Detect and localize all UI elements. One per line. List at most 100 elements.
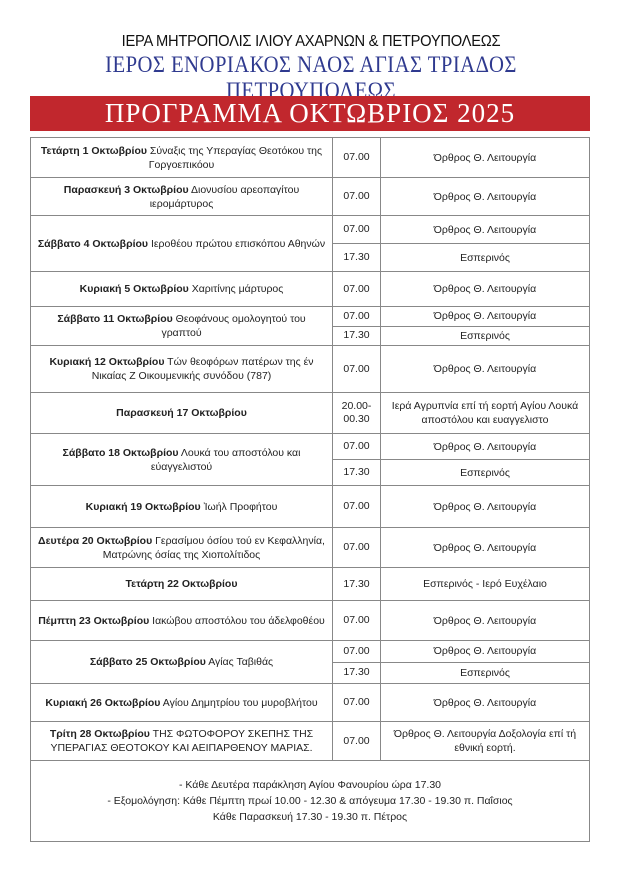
service-time: 07.00 — [333, 346, 381, 392]
schedule-row: Τετάρτη 1 Οκτωβρίου Σύναξις της Υπεραγία… — [31, 138, 589, 178]
day-cell: Τετάρτη 1 Οκτωβρίου Σύναξις της Υπεραγία… — [31, 138, 333, 177]
day-label: Κυριακή 5 Οκτωβρίου — [79, 283, 189, 295]
service-row: 17.30 Εσπερινός — [333, 460, 589, 485]
day-label: Παρασκευή 17 Οκτωβρίου — [116, 407, 247, 419]
note-line: - Κάθε Δευτέρα παράκληση Αγίου Φανουρίου… — [178, 779, 442, 791]
day-label: Σάββατο 11 Οκτωβρίου — [57, 313, 173, 325]
day-cell: Σάββατο 25 Οκτωβρίου Αγίας Ταβιθάς — [31, 641, 333, 683]
service-desc: Όρθρος Θ. Λειτουργία — [433, 283, 537, 295]
services: 07.00 Όρθρος Θ. Λειτουργία 17.30 Εσπερινός — [333, 216, 589, 271]
schedule-row: Κυριακή 19 Οκτωβρίου Ἰωήλ Προφήτου 07.00 Ό… — [31, 486, 589, 528]
day-cell: Κυριακή 19 Οκτωβρίου Ἰωήλ Προφήτου — [31, 486, 333, 527]
services: 07.00 Όρθρος Θ. Λειτουργία — [333, 138, 589, 177]
service-desc: Όρθρος Θ. Λειτουργία — [433, 363, 537, 375]
services: 07.00 Όρθρος Θ. Λειτουργία — [333, 601, 589, 640]
day-label: Τετάρτη 22 Οκτωβρίου — [125, 578, 238, 590]
service-row: 07.00 Όρθρος Θ. Λειτουργία — [333, 178, 589, 215]
feast-label: Αγίου Δημητρίου του μυροβλήτου — [162, 696, 318, 709]
service-time: 07.00 — [333, 434, 381, 459]
service-desc: Εσπερινός - Ιερό Ευχέλαιο — [423, 578, 547, 590]
day-label: Πέμπτη 23 Οκτωβρίου — [38, 614, 150, 627]
service-time: 07.00 — [333, 216, 381, 243]
schedule-row: Σάββατο 25 Οκτωβρίου Αγίας Ταβιθάς 07.00 Ό… — [31, 641, 589, 684]
service-time: 17.30 — [333, 662, 381, 683]
schedule-row: Παρασκευή 17 Οκτωβρίου 20.00-00.30 Ιερά Α… — [31, 393, 589, 434]
feast-label: Διονυσίου αρεοπαγίτου ιερομάρτυρος — [149, 183, 300, 210]
service-desc: Όρθρος Θ. Λειτουργία — [433, 645, 537, 658]
note-line: - Εξομολόγηση: Κάθε Πέμπτη πρωί 10.00 - … — [107, 795, 513, 807]
service-row: 17.30 Εσπερινός — [333, 244, 589, 271]
notes: - Κάθε Δευτέρα παράκληση Αγίου Φανουρίου… — [31, 761, 589, 842]
schedule-row: Κυριακή 5 Οκτωβρίου Χαριτίνης μάρτυρος 07… — [31, 272, 589, 307]
day-cell: Παρασκευή 3 Οκτωβρίου Διονυσίου αρεοπαγί… — [31, 178, 333, 215]
service-row: 17.30 Εσπερινός — [333, 326, 589, 345]
service-row: 07.00 Όρθρος Θ. Λειτουργία — [333, 601, 589, 640]
services: 07.00 Όρθρος Θ. Λειτουργία — [333, 528, 589, 567]
feast-label: Θεοφάνους ομολογητού του γραπτού — [161, 313, 306, 339]
service-time: 07.00 — [333, 528, 381, 567]
service-row: 07.00 Όρθρος Θ. Λειτουργία — [333, 641, 589, 663]
service-time: 07.00 — [333, 722, 381, 760]
service-desc: Ιερά Αγρυπνία επί τή εορτή Αγίου Λουκά α… — [391, 400, 579, 426]
service-desc: Όρθρος Θ. Λειτουργία — [433, 696, 537, 709]
day-cell: Πέμπτη 23 Οκτωβρίου Ιακώβου αποστόλου το… — [31, 601, 333, 640]
feast-label: Τών θεοφόρων πατέρων της έν Νικαίας Ζ Οι… — [91, 356, 314, 382]
day-label: Τετάρτη 1 Οκτωβρίου — [40, 144, 147, 157]
schedule-row: Τετάρτη 22 Οκτωβρίου 17.30 Εσπερινός - Ιε… — [31, 568, 589, 601]
schedule-row: Πέμπτη 23 Οκτωβρίου Ιακώβου αποστόλου το… — [31, 601, 589, 641]
program-banner: ΠΡΟΓΡΑΜΜΑ ΟΚΤΩΒΡΙΟΣ 2025 — [30, 96, 590, 131]
church-title: ΙΕΡΟΣ ΕΝΟΡΙΑΚΟΣ ΝΑΟΣ ΑΓΙΑΣ ΤΡΙΑΔΟΣ ΠΕΤΡΟ… — [105, 52, 517, 103]
services: 07.00 Όρθρος Θ. Λειτουργία — [333, 684, 589, 721]
day-cell: Δευτέρα 20 Οκτωβρίου Γερασίμου όσίου τού… — [31, 528, 333, 567]
feast-label: Λουκά του αποστόλου και εύαγγελιστού — [150, 446, 301, 473]
services: 07.00 Όρθρος Θ. Λειτουργία 17.30 Εσπερινός — [333, 641, 589, 683]
service-time: 07.00 — [333, 684, 381, 721]
day-label: Κυριακή 12 Οκτωβρίου — [49, 356, 165, 368]
service-desc: Όρθρος Θ. Λειτουργία — [433, 310, 537, 323]
day-cell: Τρίτη 28 Οκτωβρίου ΤΗΣ ΦΩΤΟΦΟΡΟΥ ΣΚΕΠΗΣ … — [31, 722, 333, 760]
service-desc: Όρθρος Θ. Λειτουργία — [433, 541, 537, 554]
schedule-table: Τετάρτη 1 Οκτωβρίου Σύναξις της Υπεραγία… — [30, 137, 590, 842]
service-row: 07.00 Όρθρος Θ. Λειτουργία — [333, 434, 589, 460]
day-label: Τρίτη 28 Οκτωβρίου — [49, 728, 150, 740]
service-desc: Εσπερινός — [460, 666, 510, 679]
service-row: 17.30 Εσπερινός - Ιερό Ευχέλαιο — [333, 568, 589, 600]
feast-label: Σύναξις της Υπεραγίας Θεοτόκου της Γοργο… — [148, 144, 323, 171]
day-cell: Σάββατο 11 Οκτωβρίου Θεοφάνους ομολογητο… — [31, 307, 333, 345]
service-time: 07.00 — [333, 601, 381, 640]
services: 07.00 Όρθρος Θ. Λειτουργία — [333, 272, 589, 306]
services: 07.00 Όρθρος Θ. Λειτουργία Δοξολογία επί … — [333, 722, 589, 760]
service-row: 07.00 Όρθρος Θ. Λειτουργία Δοξολογία επί … — [333, 722, 589, 760]
service-time: 07.00 — [333, 178, 381, 215]
service-time: 17.30 — [333, 568, 381, 600]
day-cell: Κυριακή 26 Οκτωβρίου Αγίου Δημητρίου του… — [31, 684, 333, 721]
services: 07.00 Όρθρος Θ. Λειτουργία 17.30 Εσπερινός — [333, 434, 589, 485]
day-label: Παρασκευή 3 Οκτωβρίου — [63, 183, 189, 196]
schedule-row: Σάββατο 4 Οκτωβρίου Ιεροθέου πρώτου επισ… — [31, 216, 589, 272]
schedule-row: Σάββατο 11 Οκτωβρίου Θεοφάνους ομολογητο… — [31, 307, 589, 346]
service-row: 07.00 Όρθρος Θ. Λειτουργία — [333, 346, 589, 392]
service-row: 17.30 Εσπερινός — [333, 662, 589, 683]
note-line: Κάθε Παρασκευή 17.30 - 19.30 π. Πέτρος — [212, 811, 408, 823]
service-desc: Όρθρος Θ. Λειτουργία Δοξολογία επί τή εθ… — [393, 728, 577, 754]
feast-label: Χαριτίνης μάρτυρος — [191, 283, 284, 295]
service-time: 07.00 — [333, 138, 381, 177]
service-time: 07.00 — [333, 641, 381, 662]
service-row: 20.00-00.30 Ιερά Αγρυπνία επί τή εορτή Αγ… — [333, 393, 589, 433]
feast-label: Αγίας Ταβιθάς — [208, 656, 274, 668]
services: 17.30 Εσπερινός - Ιερό Ευχέλαιο — [333, 568, 589, 600]
day-label: Σάββατο 18 Οκτωβρίου — [62, 446, 179, 459]
service-time: 07.00 — [333, 486, 381, 527]
service-row: 07.00 Όρθρος Θ. Λειτουργία — [333, 216, 589, 244]
day-cell: Παρασκευή 17 Οκτωβρίου — [31, 393, 333, 433]
feast-label: Ιακώβου αποστόλου του άδελφοθέου — [152, 614, 325, 627]
day-label: Κυριακή 26 Οκτωβρίου — [45, 696, 161, 709]
day-label: Σάββατο 4 Οκτωβρίου — [37, 237, 149, 250]
service-desc: Εσπερινός — [460, 466, 510, 479]
day-label: Δευτέρα 20 Οκτωβρίου — [38, 534, 153, 547]
service-time: 20.00-00.30 — [333, 393, 381, 433]
schedule-row: Κυριακή 26 Οκτωβρίου Αγίου Δημητρίου του… — [31, 684, 589, 722]
feast-label: Γερασίμου όσίου τού εν Κεφαλληνία, Ματρώ… — [102, 534, 325, 561]
service-desc: Όρθρος Θ. Λειτουργία — [433, 614, 537, 627]
schedule-row: Δευτέρα 20 Οκτωβρίου Γερασίμου όσίου τού… — [31, 528, 589, 568]
